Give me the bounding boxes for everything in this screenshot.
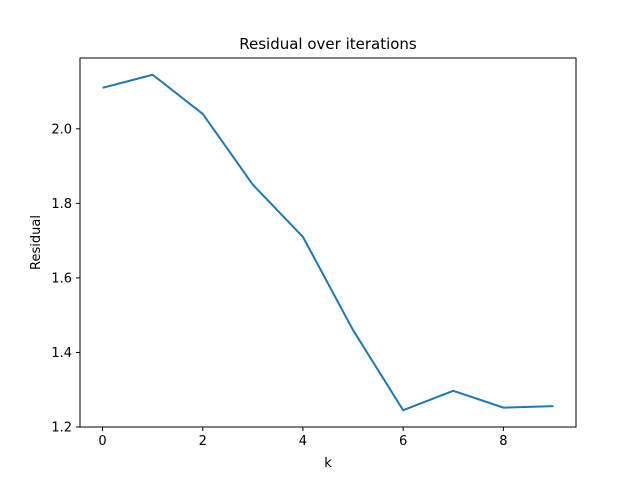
y-tick-label: 1.8 <box>51 197 72 212</box>
x-tick-label: 8 <box>499 434 507 449</box>
chart-title: Residual over iterations <box>239 35 417 53</box>
x-tick-label: 4 <box>299 434 307 449</box>
y-tick-label: 2.0 <box>51 122 72 137</box>
y-tick-label: 1.4 <box>51 346 72 361</box>
y-tick-label: 1.2 <box>51 421 72 436</box>
x-tick-label: 2 <box>199 434 207 449</box>
y-tick-label: 1.6 <box>51 271 72 286</box>
x-axis: 0 2 4 6 8 <box>98 427 507 449</box>
x-tick-label: 6 <box>399 434 407 449</box>
x-axis-label: k <box>324 456 332 471</box>
plot-frame <box>79 57 577 428</box>
y-axis-label: Residual <box>29 215 44 270</box>
y-axis: 1.2 1.4 1.6 1.8 2.0 <box>51 122 80 436</box>
residual-line <box>102 73 554 412</box>
x-tick-label: 0 <box>98 434 106 449</box>
plot-area <box>79 57 577 428</box>
series-layer <box>102 73 554 412</box>
